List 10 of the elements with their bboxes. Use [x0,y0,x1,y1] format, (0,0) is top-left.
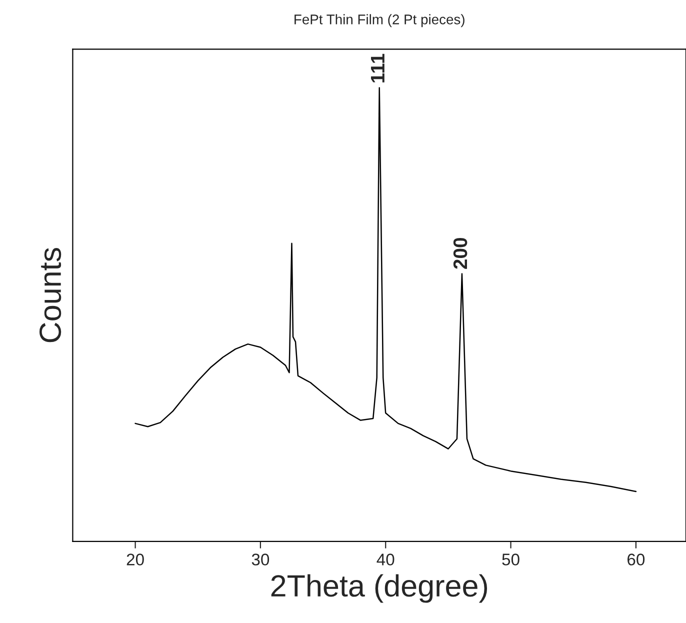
x-tick-label: 50 [502,554,520,566]
x-tick-label: 40 [376,554,394,566]
x-axis-title: 2Theta (degree) [271,574,488,603]
y-axis-title: Counts [39,248,62,342]
chart-title: FePt Thin Film (2 Pt pieces) [294,14,464,28]
annotation: 200 [453,238,468,269]
x-tick-label: 60 [628,554,645,566]
annotation: 111 [371,54,384,82]
x-tick-label: 30 [252,554,270,566]
x-tick-label: 20 [126,554,144,566]
